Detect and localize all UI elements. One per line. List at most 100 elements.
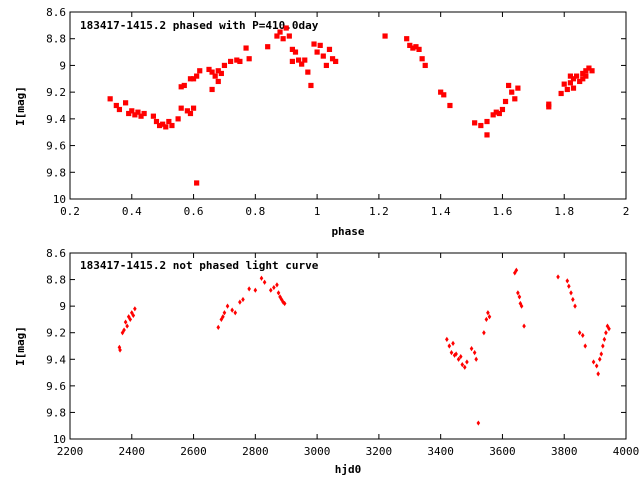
- unphased-data-point: [465, 359, 469, 365]
- phased-data-point: [506, 82, 512, 89]
- unphased-data-point: [569, 290, 573, 296]
- unphased-data-point: [221, 314, 225, 320]
- phased-data-point: [441, 92, 447, 98]
- phased-y-tick-label: 9.8: [46, 166, 66, 179]
- phased-data-point: [190, 105, 197, 111]
- phased-data-point: [169, 122, 175, 129]
- phased-data-point: [181, 82, 187, 89]
- unphased-data-point: [474, 356, 478, 362]
- phased-data-point: [447, 102, 453, 109]
- phased-y-tick-label: 9: [59, 59, 66, 72]
- unphased-data-point: [131, 312, 136, 319]
- unphased-data-point: [607, 326, 611, 332]
- unphased-data-point: [580, 332, 585, 338]
- phased-x-tick-label: 0.2: [60, 205, 80, 218]
- phased-x-tick-label: 1.2: [369, 205, 389, 218]
- phased-data-point: [404, 36, 410, 42]
- phased-data-point: [206, 66, 212, 73]
- unphased-y-tick-label: 9: [59, 300, 66, 313]
- unphased-data-point: [462, 364, 467, 370]
- unphased-y-tick-label: 8.8: [46, 274, 66, 287]
- unphased-y-tick-label: 9.8: [46, 406, 66, 419]
- unphased-x-tick-label: 2800: [242, 445, 269, 458]
- phased-data-point: [589, 68, 595, 74]
- unphased-data-point: [604, 330, 608, 336]
- phased-data-point: [178, 84, 184, 90]
- phased-data-point: [289, 58, 295, 65]
- unphased-data-point: [247, 286, 251, 292]
- phased-data-point: [416, 46, 422, 52]
- unphased-data-point: [230, 307, 234, 313]
- unphased-data-point: [571, 296, 575, 303]
- unphased-y-tick-label: 8.6: [46, 247, 66, 260]
- unphased-data-point: [278, 294, 282, 300]
- unphased-y-tick-label: 9.6: [46, 380, 66, 393]
- phased-y-tick-label: 8.8: [46, 33, 66, 46]
- unphased-x-tick-label: 2400: [119, 445, 146, 458]
- phased-data-point: [141, 110, 147, 117]
- phased-data-point: [299, 61, 305, 67]
- phased-data-point: [228, 58, 234, 65]
- phased-data-point: [135, 109, 141, 115]
- phased-y-tick-label: 8.6: [46, 6, 66, 19]
- phased-data-point: [490, 112, 496, 118]
- phased-data-point: [567, 80, 573, 86]
- phased-data-point: [567, 73, 573, 79]
- unphased-data-point: [449, 350, 454, 356]
- unphased-data-point: [125, 323, 129, 329]
- unphased-data-point: [225, 303, 230, 309]
- phased-x-tick-label: 0.4: [122, 205, 142, 218]
- unphased-data-point: [281, 299, 285, 305]
- phased-y-tick-label: 9.2: [46, 86, 66, 99]
- unphased-data-point: [591, 359, 596, 365]
- phased-data-point: [333, 58, 339, 65]
- phased-data-point: [317, 42, 323, 48]
- phased-x-tick-label: 1.8: [554, 205, 574, 218]
- unphased-x-tick-label: 2600: [180, 445, 207, 458]
- unphased-x-tick-label: 2200: [57, 445, 84, 458]
- phased-data-point: [194, 180, 200, 186]
- phased-data-point: [509, 89, 515, 95]
- unphased-x-tick-label: 4000: [613, 445, 640, 458]
- phased-x-tick-label: 0.8: [245, 205, 265, 218]
- phased-data-point: [132, 112, 138, 118]
- phased-data-point: [546, 101, 552, 107]
- unphased-data-point: [275, 282, 279, 288]
- unphased-data-point: [447, 343, 452, 349]
- phased-data-point: [308, 82, 314, 89]
- unphased-data-point: [472, 350, 477, 356]
- phased-data-point: [329, 56, 336, 62]
- unphased-data-point: [259, 275, 264, 281]
- unphased-data-point: [573, 303, 577, 309]
- phased-data-point: [274, 33, 280, 39]
- unphased-data-point: [272, 284, 276, 291]
- unphased-data-point: [276, 290, 281, 296]
- phased-data-point: [472, 120, 478, 126]
- phased-data-point: [302, 57, 308, 63]
- unphased-y-tick-label: 9.2: [46, 327, 66, 340]
- phased-data-point: [413, 44, 419, 50]
- phased-data-point: [234, 57, 240, 63]
- unphased-data-point: [241, 296, 245, 303]
- phased-x-tick-label: 2: [623, 205, 630, 218]
- phased-points: [107, 25, 595, 186]
- phased-data-point: [265, 44, 271, 50]
- phased-data-point: [156, 122, 163, 129]
- phased-data-point: [286, 33, 292, 39]
- unphased-data-point: [454, 351, 458, 357]
- phased-data-point: [496, 110, 502, 117]
- unphased-chart-title: 183417-1415.2 not phased light curve: [80, 259, 319, 272]
- unphased-x-axis-label: hjd0: [335, 463, 362, 476]
- phased-data-point: [311, 41, 317, 47]
- unphased-ticks: 2200 2400 2600 2800 3000 3200 3400 3600 3800 4000…: [46, 247, 639, 458]
- phased-data-point: [407, 42, 413, 48]
- phased-data-point: [113, 102, 119, 109]
- phased-data-point: [150, 113, 156, 119]
- phased-chart-title: 183417-1415.2 phased with P=410.0day: [80, 19, 319, 32]
- phased-data-point: [515, 85, 521, 91]
- unphased-x-tick-label: 3800: [551, 445, 578, 458]
- phased-data-point: [438, 89, 444, 95]
- unphased-data-point: [486, 310, 490, 316]
- phased-data-point: [484, 118, 490, 125]
